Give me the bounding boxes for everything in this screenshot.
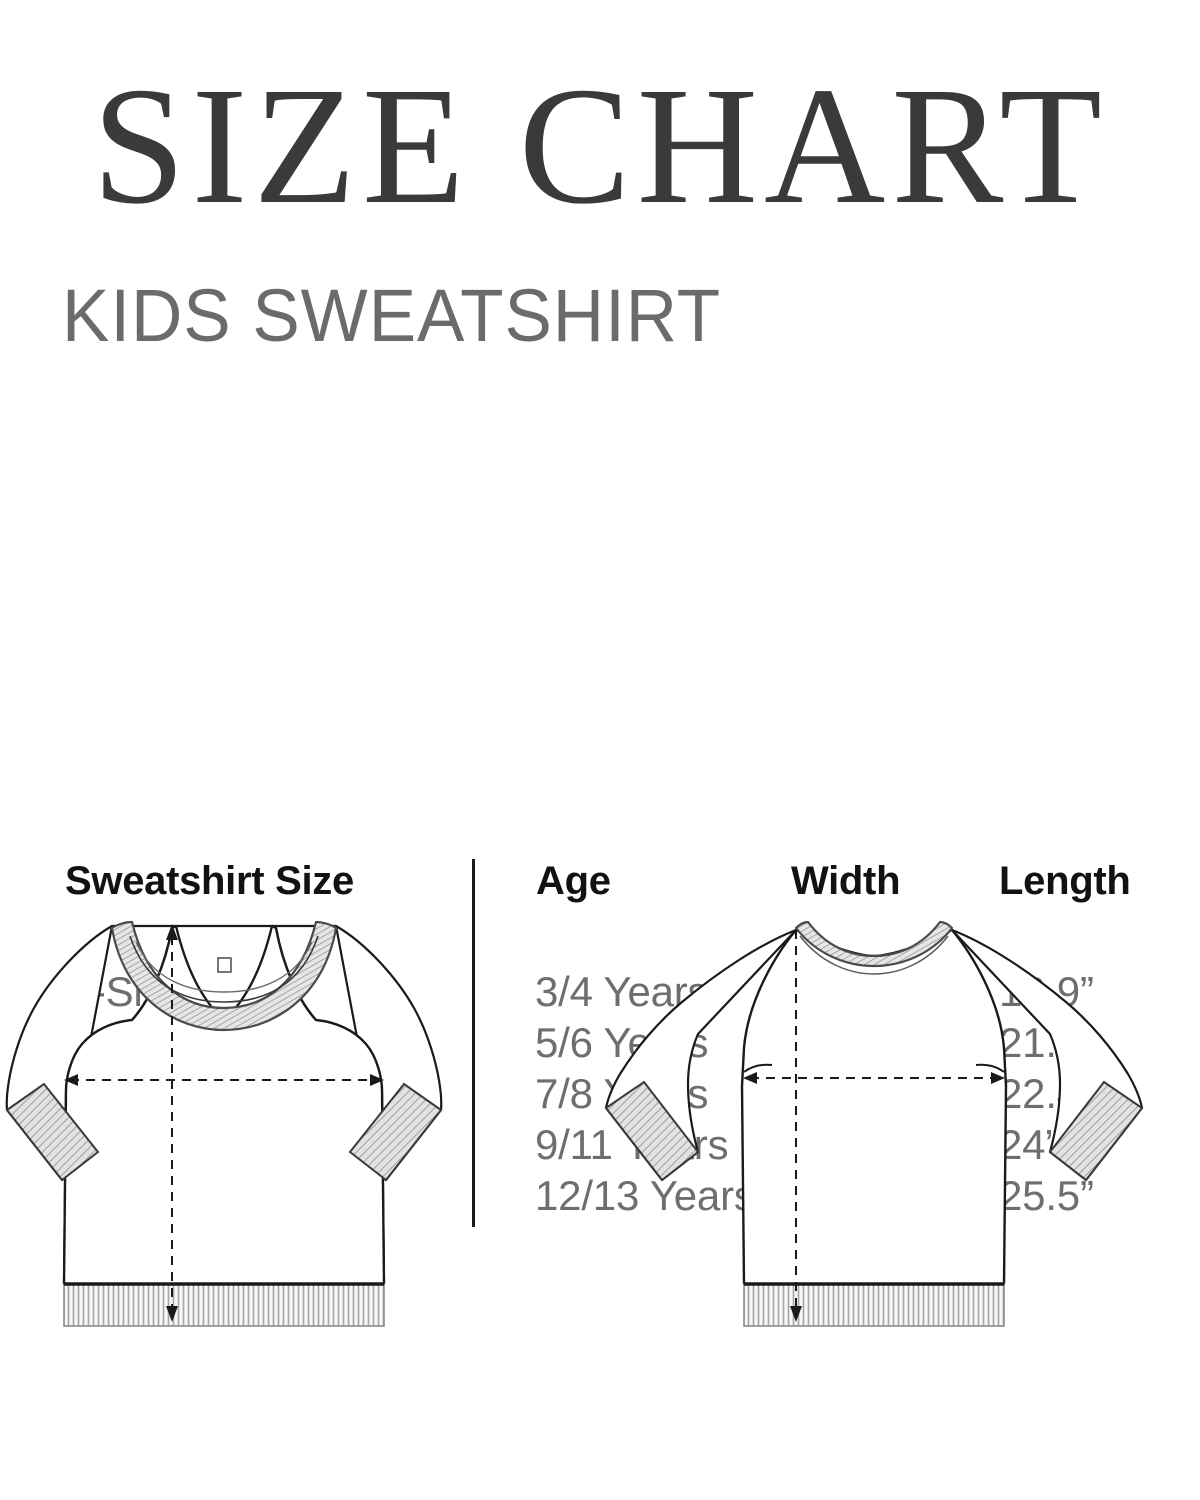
cell-age: 12/13 Years [535, 1172, 755, 1219]
sweatshirt-front-view [5, 920, 443, 1327]
collar-rib [794, 920, 954, 975]
cuff-rib-left [604, 1080, 700, 1182]
cell-length: 25.5” [999, 1172, 1094, 1219]
neck-label-tag [217, 957, 232, 973]
collar-rib [110, 920, 338, 1032]
cuff-rib-left [5, 1082, 100, 1182]
sweatshirt-back-view [604, 920, 1144, 1327]
body-panel [740, 928, 1008, 1286]
armhole-seam-left [743, 1063, 773, 1073]
collar-inner-line [129, 935, 319, 1003]
size-chart-table: Sweatshirt Size Age Width Length X-Small… [0, 425, 1200, 1227]
cuff-rib-right [1048, 1080, 1144, 1182]
back-garment-outline [604, 928, 1144, 1286]
cell-length: 24” [999, 1121, 1060, 1168]
cuff-rib-right [348, 1082, 443, 1182]
column-header-age: Age [536, 859, 611, 903]
armhole-seam-right [975, 1063, 1005, 1073]
page-subtitle: KIDS SWEATSHIRT [62, 274, 722, 357]
hem-rib [63, 1282, 385, 1327]
column-divider [472, 859, 475, 1227]
column-header-length: Length [999, 859, 1131, 903]
width-measurement-arrow [64, 1074, 384, 1086]
neckline-inner-line [799, 935, 949, 975]
width-measurement-arrow [743, 1072, 1005, 1084]
garment-illustrations [0, 880, 1200, 1350]
length-measurement-arrow [790, 930, 802, 1322]
column-header-size: Sweatshirt Size [65, 859, 354, 903]
neckline-back-line [135, 941, 313, 993]
column-header-width: Width [791, 859, 901, 903]
length-measurement-arrow [166, 924, 178, 1322]
hem-rib [743, 1282, 1005, 1327]
page-title: SIZE CHART [92, 53, 1108, 239]
